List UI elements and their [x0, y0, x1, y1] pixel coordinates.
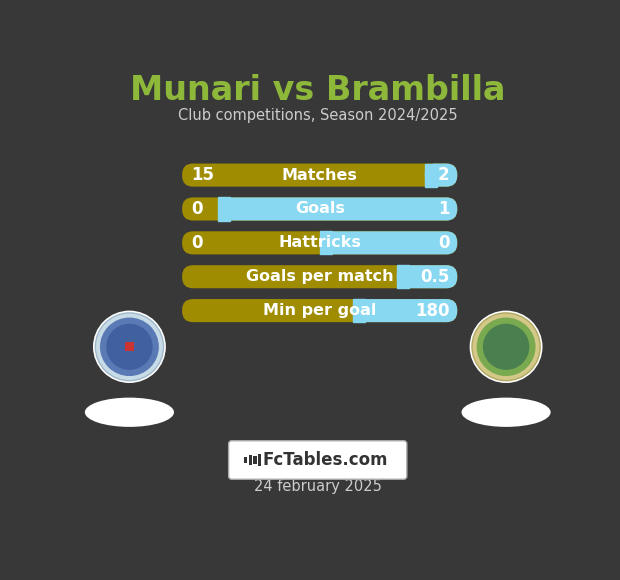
Bar — [254, 456, 257, 464]
Text: 0.5: 0.5 — [420, 268, 450, 286]
Circle shape — [472, 313, 540, 380]
Circle shape — [483, 324, 529, 370]
FancyBboxPatch shape — [182, 164, 458, 187]
FancyBboxPatch shape — [182, 231, 458, 255]
Circle shape — [95, 313, 164, 380]
Circle shape — [470, 311, 542, 383]
Bar — [249, 455, 252, 465]
Text: FcTables.com: FcTables.com — [263, 451, 388, 469]
Text: 2: 2 — [438, 166, 450, 184]
FancyBboxPatch shape — [182, 265, 458, 288]
Text: Matches: Matches — [281, 168, 358, 183]
Text: Min per goal: Min per goal — [263, 303, 376, 318]
Bar — [353, 299, 365, 322]
Text: 24 february 2025: 24 february 2025 — [254, 480, 382, 494]
FancyBboxPatch shape — [218, 197, 458, 220]
FancyBboxPatch shape — [182, 299, 458, 322]
Ellipse shape — [461, 398, 551, 427]
Bar — [320, 231, 332, 255]
Text: 0: 0 — [438, 234, 450, 252]
Text: Hattricks: Hattricks — [278, 235, 361, 251]
Text: 1: 1 — [438, 200, 450, 218]
Bar — [125, 342, 134, 351]
Bar — [425, 164, 437, 187]
Text: Goals: Goals — [294, 201, 345, 216]
Text: 15: 15 — [192, 166, 215, 184]
Bar — [397, 265, 409, 288]
Circle shape — [93, 311, 166, 383]
FancyBboxPatch shape — [182, 197, 458, 220]
Bar — [244, 457, 247, 463]
FancyBboxPatch shape — [397, 265, 458, 288]
FancyBboxPatch shape — [425, 164, 458, 187]
Bar — [218, 197, 230, 220]
FancyBboxPatch shape — [320, 231, 458, 255]
Text: 180: 180 — [415, 302, 450, 320]
Text: 0: 0 — [192, 234, 203, 252]
Circle shape — [477, 317, 536, 376]
Text: Goals per match: Goals per match — [246, 269, 394, 284]
Text: 0: 0 — [192, 200, 203, 218]
Text: Munari vs Brambilla: Munari vs Brambilla — [130, 74, 505, 107]
FancyBboxPatch shape — [229, 441, 407, 479]
FancyBboxPatch shape — [353, 299, 458, 322]
Circle shape — [106, 324, 153, 370]
Circle shape — [100, 317, 159, 376]
Bar — [258, 454, 261, 466]
Ellipse shape — [85, 398, 174, 427]
Text: Club competitions, Season 2024/2025: Club competitions, Season 2024/2025 — [178, 108, 458, 124]
